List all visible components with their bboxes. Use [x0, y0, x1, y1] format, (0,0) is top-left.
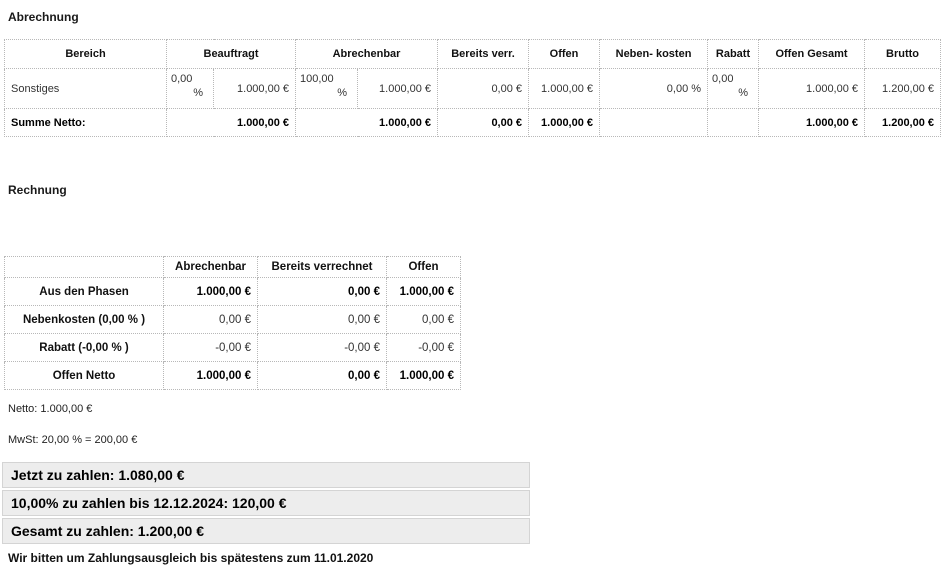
percent-value: 0,00	[712, 73, 734, 85]
col-header-abrechenbar: Abrechenbar	[163, 256, 258, 278]
abrechenbar-amount-cell: 1.000,00 €	[357, 68, 439, 109]
summe-brutto-cell: 1.200,00 €	[864, 108, 942, 137]
bereits-verrechnet-cell: 0,00 €	[257, 277, 387, 306]
row-label: Offen Netto	[4, 361, 164, 390]
summe-abrechenbar-cell: 1.000,00 €	[295, 108, 439, 137]
table-row-offen-netto: Offen Netto 1.000,00 € 0,00 € 1.000,00 €	[4, 361, 461, 390]
row-label: Rabatt (-0,00 % )	[4, 333, 164, 362]
percent-value: 100,00	[300, 73, 334, 85]
table-row-sonstiges: Sonstiges 0,00 % 1.000,00 € 100,00 % 1.0…	[4, 68, 942, 109]
bereits-verrechnet-cell: 0,00 €	[257, 305, 387, 334]
offen-cell: -0,00 €	[386, 333, 461, 362]
col-header-empty	[4, 256, 164, 278]
offen-cell: 1.000,00 €	[386, 277, 461, 306]
col-header-bereits-verr: Bereits verr.	[437, 39, 530, 69]
payment-bar-jetzt-zu-zahlen: Jetzt zu zahlen: 1.080,00 €	[2, 462, 530, 488]
abrechenbar-cell: 0,00 €	[163, 305, 258, 334]
col-header-beauftragt: Beauftragt	[165, 39, 297, 69]
netto-summary-line: Netto: 1.000,00 €	[8, 403, 93, 415]
abrechnung-header-row: Bereich Beauftragt Abrechenbar Bereits v…	[4, 39, 942, 69]
rabatt-percent-cell: 0,00 %	[707, 68, 760, 109]
payment-bar-gesamt-zu-zahlen: Gesamt zu zahlen: 1.200,00 €	[2, 518, 530, 544]
summe-netto-label: Summe Netto:	[4, 108, 167, 137]
table-row-aus-den-phasen: Aus den Phasen 1.000,00 € 0,00 € 1.000,0…	[4, 277, 461, 306]
percent-unit: %	[738, 87, 749, 99]
abrechenbar-cell: 1.000,00 €	[163, 277, 258, 306]
percent-value: 0,00	[171, 73, 193, 85]
percent-unit: %	[193, 87, 203, 99]
col-header-abrechenbar: Abrechenbar	[295, 39, 439, 69]
col-header-brutto: Brutto	[864, 39, 942, 69]
summe-bereits-verr-cell: 0,00 €	[437, 108, 530, 137]
abrechenbar-cell: 1.000,00 €	[163, 361, 258, 390]
row-label: Aus den Phasen	[4, 277, 164, 306]
abrechenbar-cell: -0,00 €	[163, 333, 258, 362]
abrechenbar-percent-cell: 100,00 %	[295, 68, 359, 109]
summe-offen-gesamt-cell: 1.000,00 €	[758, 108, 866, 137]
offen-cell: 0,00 €	[386, 305, 461, 334]
col-header-offen-gesamt: Offen Gesamt	[758, 39, 866, 69]
abrechnung-table: Bereich Beauftragt Abrechenbar Bereits v…	[4, 39, 942, 137]
rechnung-header-row: Abrechenbar Bereits verrechnet Offen	[4, 256, 461, 278]
col-header-nebenkosten: Neben- kosten	[599, 39, 709, 69]
col-header-bereich: Bereich	[4, 39, 167, 69]
brutto-cell: 1.200,00 €	[864, 68, 942, 109]
payment-bar-teilzahlung: 10,00% zu zahlen bis 12.12.2024: 120,00 …	[2, 490, 530, 516]
bereits-verrechnet-cell: 0,00 €	[257, 361, 387, 390]
table-row-summe-netto: Summe Netto: 1.000,00 € 1.000,00 € 0,00 …	[4, 108, 942, 137]
summe-offen-cell: 1.000,00 €	[528, 108, 601, 137]
summe-rabatt-cell	[707, 108, 760, 137]
table-row-rabatt: Rabatt (-0,00 % ) -0,00 € -0,00 € -0,00 …	[4, 333, 461, 362]
mwst-summary-line: MwSt: 20,00 % = 200,00 €	[8, 434, 138, 446]
payment-deadline-note: Wir bitten um Zahlungsausgleich bis spät…	[8, 551, 374, 565]
summe-beauftragt-cell: 1.000,00 €	[165, 108, 297, 137]
col-header-bereits-verrechnet: Bereits verrechnet	[257, 256, 387, 278]
offen-cell: 1.000,00 €	[386, 361, 461, 390]
rechnung-section-title: Rechnung	[8, 183, 67, 197]
beauftragt-percent-cell: 0,00 %	[166, 68, 214, 109]
bereits-verrechnet-cell: -0,00 €	[257, 333, 387, 362]
abrechnung-section-title: Abrechnung	[8, 10, 79, 24]
offen-cell: 1.000,00 €	[528, 68, 601, 109]
row-label: Nebenkosten (0,00 % )	[4, 305, 164, 334]
nebenkosten-cell: 0,00 %	[599, 68, 709, 109]
col-header-offen: Offen	[528, 39, 601, 69]
offen-gesamt-cell: 1.000,00 €	[758, 68, 866, 109]
summe-nebenkosten-cell	[599, 108, 709, 137]
col-header-offen: Offen	[386, 256, 461, 278]
col-header-rabatt: Rabatt	[707, 39, 760, 69]
percent-unit: %	[337, 87, 348, 99]
beauftragt-amount-cell: 1.000,00 €	[212, 68, 297, 109]
bereich-cell: Sonstiges	[4, 68, 167, 109]
rechnung-table: Abrechenbar Bereits verrechnet Offen Aus…	[4, 256, 461, 390]
bereits-verr-cell: 0,00 €	[437, 68, 530, 109]
table-row-nebenkosten: Nebenkosten (0,00 % ) 0,00 € 0,00 € 0,00…	[4, 305, 461, 334]
